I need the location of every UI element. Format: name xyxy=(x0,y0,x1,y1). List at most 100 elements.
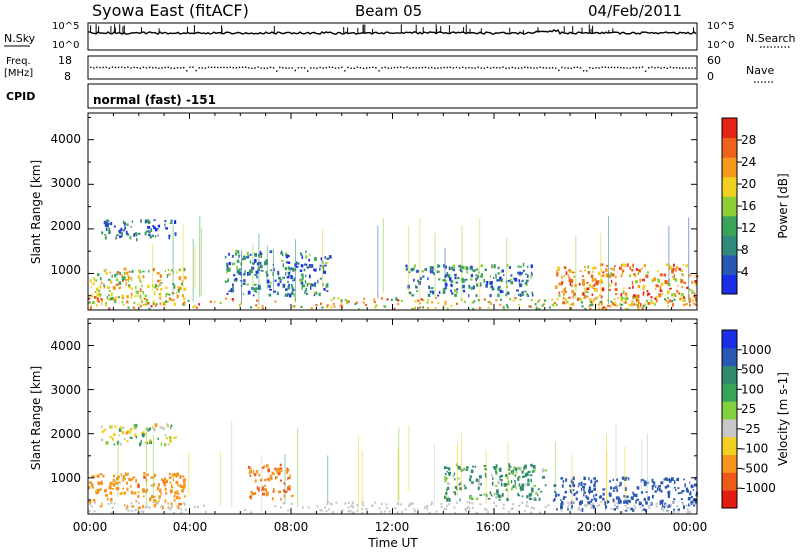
data-cell xyxy=(154,304,157,307)
data-cell xyxy=(615,496,618,500)
data-cell xyxy=(140,510,143,513)
data-cell xyxy=(285,288,288,291)
data-cell xyxy=(131,220,134,223)
data-cell xyxy=(590,504,593,507)
data-cell xyxy=(94,501,97,504)
data-streak xyxy=(188,451,190,496)
data-cell xyxy=(477,478,481,482)
data-cell xyxy=(471,268,474,271)
data-cell xyxy=(267,477,269,481)
data-cell xyxy=(516,289,519,292)
freq-dot xyxy=(204,67,207,69)
data-cell xyxy=(642,287,645,290)
data-cell xyxy=(170,426,172,429)
data-cell xyxy=(568,277,571,280)
data-cell xyxy=(308,264,311,268)
data-cell xyxy=(357,308,360,311)
freq-dot xyxy=(613,66,616,69)
data-cell xyxy=(498,498,501,501)
data-cell xyxy=(323,288,326,291)
data-cell xyxy=(470,265,473,269)
freq-dot xyxy=(657,66,659,69)
data-cell xyxy=(642,284,646,289)
data-cell xyxy=(652,302,655,305)
data-cell xyxy=(244,270,246,274)
data-cell xyxy=(250,492,253,495)
freq-dot xyxy=(558,69,560,72)
data-cell xyxy=(569,489,572,493)
data-cell xyxy=(230,288,233,291)
data-cell xyxy=(677,508,680,511)
data-cell xyxy=(665,299,668,302)
data-cell xyxy=(445,283,448,287)
data-cell xyxy=(287,509,290,512)
data-cell xyxy=(577,485,580,488)
data-cell xyxy=(691,495,693,498)
data-cell xyxy=(530,264,533,268)
data-cell xyxy=(643,303,646,306)
data-cell xyxy=(612,478,614,481)
data-cell xyxy=(163,443,167,447)
data-cell xyxy=(655,502,658,505)
data-cell xyxy=(673,480,676,484)
data-cell xyxy=(432,290,435,295)
velocity-colorbar-tick-label: 500 xyxy=(741,363,764,377)
freq-dot xyxy=(682,67,684,69)
data-cell xyxy=(137,275,140,279)
data-cell xyxy=(579,298,582,301)
data-cell xyxy=(499,289,503,294)
data-cell xyxy=(593,297,596,301)
colorbar-band xyxy=(722,454,737,473)
data-streak xyxy=(382,218,384,293)
data-cell xyxy=(454,511,457,515)
data-cell xyxy=(254,253,257,257)
data-streak xyxy=(152,434,154,497)
data-cell xyxy=(589,490,592,493)
data-cell xyxy=(267,468,270,473)
data-cell xyxy=(541,304,544,307)
data-cell xyxy=(156,486,159,491)
data-cell xyxy=(162,302,166,306)
data-cell xyxy=(538,497,541,501)
data-cell xyxy=(128,270,131,273)
data-cell xyxy=(326,502,329,506)
data-cell xyxy=(134,426,138,430)
data-cell xyxy=(492,477,494,480)
data-cell xyxy=(301,273,304,277)
data-cell xyxy=(694,303,697,306)
data-cell xyxy=(130,296,133,299)
data-cell xyxy=(682,299,685,303)
data-cell xyxy=(624,504,627,507)
data-cell xyxy=(458,265,461,268)
x-tick-20: 20:00 xyxy=(577,520,612,534)
data-cell xyxy=(496,279,500,282)
data-cell xyxy=(688,510,691,513)
data-cell xyxy=(619,482,621,485)
data-cell xyxy=(479,475,482,479)
data-cell xyxy=(455,463,458,467)
data-cell xyxy=(564,290,566,293)
data-cell xyxy=(510,280,514,285)
data-cell xyxy=(264,488,267,492)
data-cell xyxy=(446,467,450,469)
data-cell xyxy=(137,483,140,487)
data-cell xyxy=(528,305,531,308)
data-cell xyxy=(511,472,515,475)
data-cell xyxy=(512,299,515,302)
data-cell xyxy=(608,288,611,291)
data-cell xyxy=(325,509,328,512)
data-cell xyxy=(111,297,114,300)
data-cell xyxy=(489,491,491,494)
data-cell xyxy=(183,495,186,498)
data-cell xyxy=(400,503,403,506)
data-cell xyxy=(249,474,252,477)
freq-dot xyxy=(148,66,151,69)
data-cell xyxy=(569,502,572,505)
data-cell xyxy=(162,301,165,304)
data-cell xyxy=(525,273,528,276)
data-streak xyxy=(433,443,435,507)
data-cell xyxy=(287,255,290,258)
data-cell xyxy=(632,295,635,300)
freq-dot xyxy=(607,66,610,69)
data-cell xyxy=(571,284,573,288)
